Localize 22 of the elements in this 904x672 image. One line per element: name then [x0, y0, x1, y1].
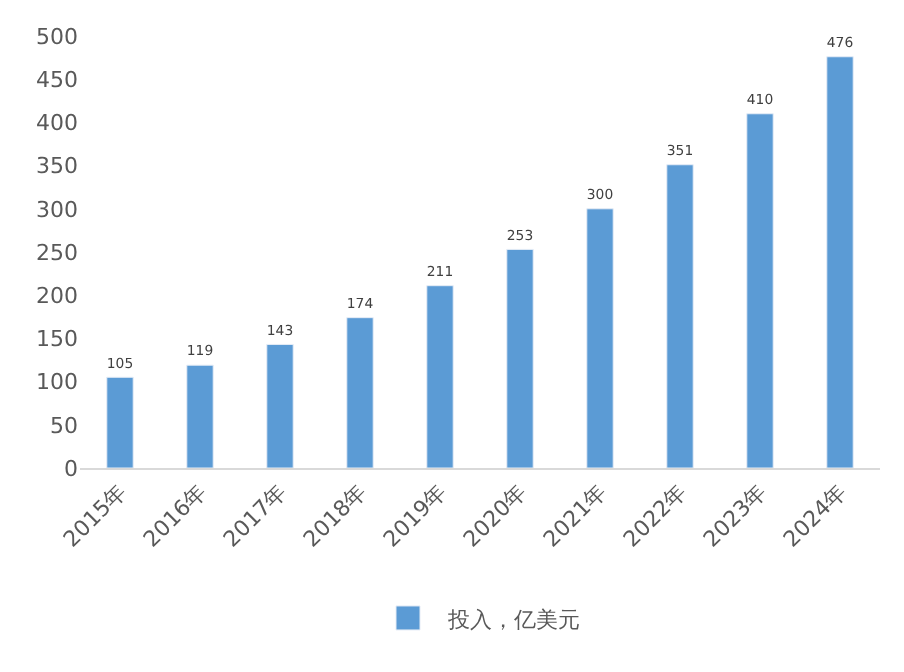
bar [746, 113, 774, 468]
bar [586, 208, 614, 468]
y-tick-label: 450 [36, 66, 78, 93]
bar [506, 248, 534, 468]
bar [266, 343, 294, 468]
bar [106, 376, 134, 468]
bar [666, 164, 694, 468]
bar [426, 285, 454, 468]
y-tick-label: 0 [64, 455, 78, 482]
bar [186, 364, 214, 468]
bar [826, 56, 854, 468]
y-tick-label: 200 [36, 282, 78, 309]
y-tick-label: 250 [36, 239, 78, 266]
y-tick-label: 300 [36, 196, 78, 223]
y-tick-label: 100 [36, 369, 78, 396]
y-tick-label: 50 [50, 412, 78, 439]
bar [346, 317, 374, 468]
y-tick-label: 350 [36, 153, 78, 180]
y-tick-label: 500 [36, 23, 78, 50]
y-tick-label: 400 [36, 110, 78, 137]
y-tick-label: 150 [36, 326, 78, 353]
legend-label: 投入，亿美元 [446, 606, 580, 633]
